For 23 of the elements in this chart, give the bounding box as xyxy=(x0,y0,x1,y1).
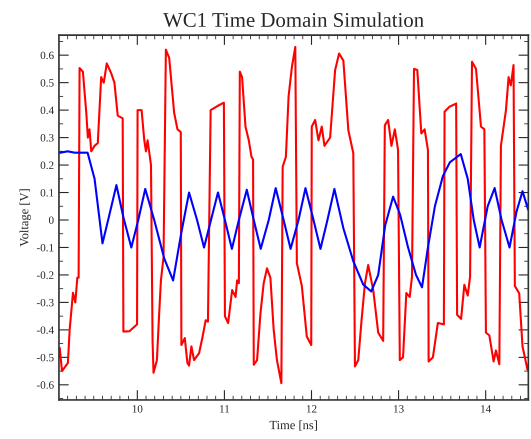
line-series xyxy=(58,150,528,292)
x-tick-label: 11 xyxy=(220,405,230,412)
y-tick-label: 0.4 xyxy=(40,106,54,114)
y-tick-label: -0.3 xyxy=(36,298,54,306)
x-axis-title: Time [ns] xyxy=(270,420,317,431)
y-tick-label: -0.1 xyxy=(36,244,54,252)
y-tick-label: -0.5 xyxy=(36,354,54,362)
y-tick-label: 0 xyxy=(48,216,54,224)
y-tick-label: 0.5 xyxy=(40,79,54,87)
y-axis-title: Voltage [V] xyxy=(20,189,31,247)
x-tick-label: 10 xyxy=(132,405,142,413)
x-tick-label: 14 xyxy=(481,405,492,412)
y-tick-label: 0.1 xyxy=(40,188,54,197)
x-tick-label: 13 xyxy=(394,405,404,413)
line-series xyxy=(58,46,528,384)
y-tick-label: 0.2 xyxy=(40,162,54,170)
y-tick-label: 0.6 xyxy=(40,52,54,60)
y-tick-label: -0.2 xyxy=(36,271,54,279)
y-tick-label: -0.6 xyxy=(36,381,54,389)
chart-title: WC1 Time Domain Simulation xyxy=(163,12,424,28)
y-tick-label: 0.3 xyxy=(40,134,54,142)
x-tick-label: 12 xyxy=(306,405,316,412)
y-tick-label: -0.4 xyxy=(36,326,54,334)
